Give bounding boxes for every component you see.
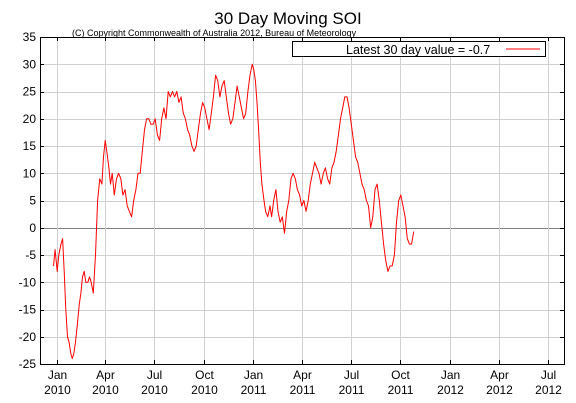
y-tick-label: 30 <box>23 57 37 71</box>
x-tick-label: 2011 <box>339 383 365 397</box>
x-tick-label: 2012 <box>535 383 562 397</box>
x-tick-label: Oct <box>391 368 410 382</box>
x-tick-label: Jul <box>541 368 556 382</box>
y-tick-label: -25 <box>19 357 37 371</box>
y-tick-label: 0 <box>29 221 36 235</box>
y-tick-label: 15 <box>23 139 37 153</box>
y-tick-label: -15 <box>19 303 37 317</box>
y-tick-label: 5 <box>29 194 36 208</box>
y-tick-label: -10 <box>19 275 37 289</box>
x-tick-label: 2010 <box>141 383 168 397</box>
x-tick-label: 2010 <box>191 383 218 397</box>
x-tick-label: 2012 <box>437 383 464 397</box>
x-tick-label: 2011 <box>388 383 414 397</box>
x-tick-label: Jan <box>244 368 263 382</box>
x-tick-label: Jul <box>147 368 162 382</box>
x-tick-label: Apr <box>490 368 509 382</box>
x-tick-label: Apr <box>293 368 312 382</box>
y-tick-label: 10 <box>23 166 37 180</box>
grid-layer <box>40 37 564 364</box>
chart-title: 30 Day Moving SOI <box>214 9 361 28</box>
x-tick-label: 2010 <box>44 383 71 397</box>
x-tick-label: Jan <box>48 368 67 382</box>
tick-layer: 35302520151050-5-10-15-20-25Jan2010Apr20… <box>19 30 564 397</box>
plot-frame <box>40 37 565 365</box>
y-tick-label: -5 <box>25 248 36 262</box>
y-tick-label: 25 <box>23 85 37 99</box>
chart-copyright: (C) Copyright Commonwealth of Australia … <box>72 28 357 38</box>
x-tick-label: 2011 <box>290 383 316 397</box>
x-tick-label: 2012 <box>486 383 513 397</box>
x-tick-label: 2010 <box>92 383 119 397</box>
legend-box <box>292 41 546 57</box>
x-tick-label: Apr <box>96 368 115 382</box>
y-tick-label: -20 <box>19 330 37 344</box>
y-tick-label: 35 <box>23 30 37 44</box>
legend-label: Latest 30 day value = -0.7 <box>346 43 490 57</box>
series-line <box>53 63 415 360</box>
series-layer <box>53 63 415 360</box>
legend: Latest 30 day value = -0.7 <box>292 41 546 57</box>
x-tick-label: 2011 <box>241 383 267 397</box>
y-tick-label: 20 <box>23 112 37 126</box>
x-tick-label: Jul <box>344 368 359 382</box>
x-tick-label: Jan <box>441 368 460 382</box>
x-tick-label: Oct <box>195 368 214 382</box>
